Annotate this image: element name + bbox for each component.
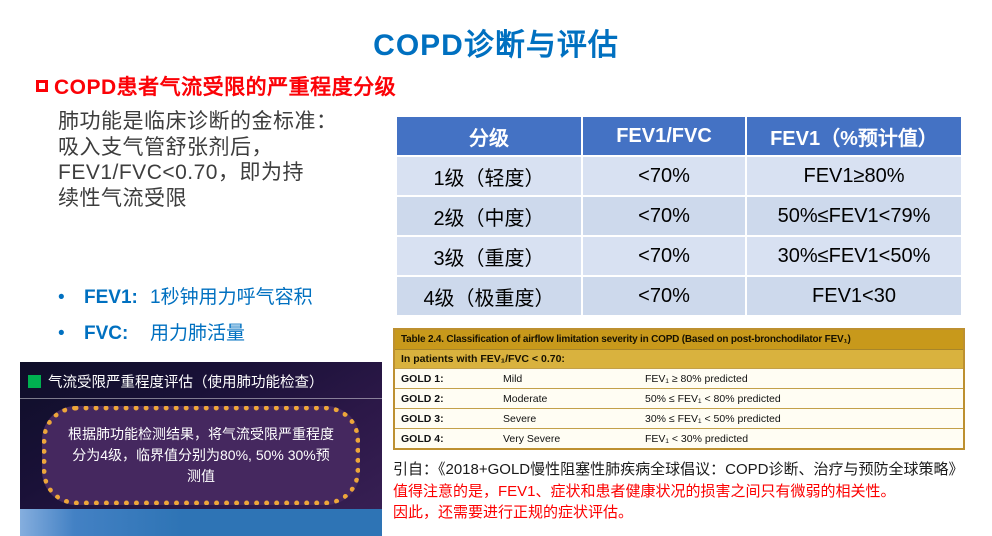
bullet-icon: •: [58, 323, 65, 344]
cell-grade: 4级（极重度）: [395, 275, 583, 317]
gold-criteria: 30% ≤ FEV₁ < 50% predicted: [645, 412, 781, 425]
paragraph-line: 肺功能是临床诊断的金标准：: [58, 110, 338, 133]
cell-ratio: <70%: [581, 235, 747, 277]
table-row: 3级（重度） <70% 30%≤FEV1<50%: [395, 235, 963, 277]
col-header-grade: 分级: [395, 115, 583, 157]
gold-table-title: Table 2.4. Classification of airflow lim…: [395, 330, 963, 349]
gold-severity: Severe: [503, 412, 537, 425]
paragraph-line: 吸入支气管舒张剂后，: [58, 135, 273, 159]
page-title: COPD诊断与评估: [373, 29, 619, 62]
citation-text: 引自：《2018+GOLD慢性阻塞性肺疾病全球倡议：COPD诊断、治疗与预防全球…: [393, 461, 964, 478]
paragraph-line: FEV1/FVC<0.70，即为持: [58, 161, 304, 185]
inset-header: 气流受限严重程度评估（使用肺功能检查）: [20, 362, 382, 399]
cell-grade: 1级（轻度）: [395, 155, 583, 197]
square-bullet-icon: [36, 80, 48, 92]
inset-bottom-bar: [20, 509, 382, 536]
cell-fev1: 30%≤FEV1<50%: [745, 235, 963, 277]
warning-note-line: 值得注意的是，FEV1、症状和患者健康状况的损害之间只有微弱的相关性。: [393, 483, 896, 500]
gold-table-row: GOLD 1: Mild FEV₁ ≥ 80% predicted: [395, 368, 963, 388]
gold-classification-table: Table 2.4. Classification of airflow lim…: [393, 328, 965, 450]
gold-severity: Very Severe: [503, 432, 561, 445]
warning-note: 值得注意的是，FEV1、症状和患者健康状况的损害之间只有微弱的相关性。 因此，还…: [393, 481, 989, 523]
warning-note-line: 因此，还需要进行正规的症状评估。: [393, 504, 634, 521]
gold-criteria: FEV₁ < 30% predicted: [645, 432, 749, 445]
table-row: 2级（中度） <70% 50%≤FEV1<79%: [395, 195, 963, 237]
section-heading-text: COPD患者气流受限的严重程度分级: [54, 76, 397, 99]
gold-table-row: GOLD 3: Severe 30% ≤ FEV₁ < 50% predicte…: [395, 408, 963, 428]
cell-fev1: FEV1≥80%: [745, 155, 963, 197]
cell-fev1: FEV1<30: [745, 275, 963, 317]
list-item: • FVC: 用力肺活量: [58, 318, 313, 345]
gold-severity: Moderate: [503, 392, 548, 405]
table-row: 1级（轻度） <70% FEV1≥80%: [395, 155, 963, 197]
abbr-desc: 用力肺活量: [150, 323, 246, 344]
gold-table-row: GOLD 2: Moderate 50% ≤ FEV₁ < 80% predic…: [395, 388, 963, 408]
col-header-fev1-predicted: FEV1（%预计值）: [745, 115, 963, 157]
gold-table-subtitle: In patients with FEV₁/FVC < 0.70:: [395, 349, 963, 368]
cell-ratio: <70%: [581, 275, 747, 317]
inset-header-label: 气流受限严重程度评估（使用肺功能检查）: [48, 375, 324, 391]
gold-grade: GOLD 3:: [401, 412, 444, 425]
green-square-icon: [28, 375, 41, 388]
section-heading: COPD患者气流受限的严重程度分级: [36, 71, 396, 101]
cell-grade: 2级（中度）: [395, 195, 583, 237]
list-item: • FEV1: 1秒钟用力呼气容积: [58, 282, 313, 309]
cell-grade: 3级（重度）: [395, 235, 583, 277]
gold-criteria: FEV₁ ≥ 80% predicted: [645, 372, 748, 385]
abbr-term: FVC:: [84, 323, 129, 344]
bullet-icon: •: [58, 287, 65, 308]
paragraph-line: 续性气流受限: [58, 186, 187, 210]
inset-body-text: 根据肺功能检测结果，将气流受限严重程度分为4级，临界值分别为80%, 50% 3…: [68, 426, 334, 484]
abbr-term: FEV1:: [84, 287, 138, 308]
inset-capsule: 根据肺功能检测结果，将气流受限严重程度分为4级，临界值分别为80%, 50% 3…: [42, 406, 360, 505]
gold-criteria: 50% ≤ FEV₁ < 80% predicted: [645, 392, 781, 405]
gold-grade: GOLD 2:: [401, 392, 444, 405]
gold-table-row: GOLD 4: Very Severe FEV₁ < 30% predicted: [395, 428, 963, 448]
gold-severity: Mild: [503, 372, 523, 385]
abbr-desc: 1秒钟用力呼气容积: [150, 287, 313, 308]
table-header-row: 分级 FEV1/FVC FEV1（%预计值）: [395, 115, 963, 157]
gold-grade: GOLD 4:: [401, 432, 444, 445]
col-header-fev1-fvc: FEV1/FVC: [581, 115, 747, 157]
cell-ratio: <70%: [581, 155, 747, 197]
severity-grade-table: 分级 FEV1/FVC FEV1（%预计值） 1级（轻度） <70% FEV1≥…: [395, 115, 963, 317]
cell-fev1: 50%≤FEV1<79%: [745, 195, 963, 237]
table-row: 4级（极重度） <70% FEV1<30: [395, 275, 963, 317]
cell-ratio: <70%: [581, 195, 747, 237]
lung-function-paragraph: 肺功能是临床诊断的金标准： 吸入支气管舒张剂后， FEV1/FVC<0.70，即…: [58, 110, 408, 212]
gold-grade: GOLD 1:: [401, 372, 444, 385]
abbreviation-list: • FEV1: 1秒钟用力呼气容积 • FVC: 用力肺活量: [58, 282, 313, 354]
severity-eval-inset: 气流受限严重程度评估（使用肺功能检查） 根据肺功能检测结果，将气流受限严重程度分…: [20, 362, 382, 536]
